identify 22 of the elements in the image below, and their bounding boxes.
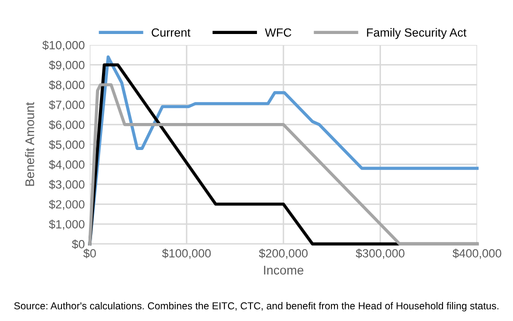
legend-label: WFC bbox=[264, 28, 292, 37]
y-tick-label: $2,000 bbox=[48, 200, 84, 210]
legend-label: Current bbox=[152, 28, 190, 37]
y-tick-label: $5,000 bbox=[48, 140, 84, 150]
y-tick-label: $1,000 bbox=[48, 220, 84, 230]
y-tick-label: $0 bbox=[72, 240, 84, 250]
x-tick-label: $0 bbox=[83, 248, 96, 258]
x-tick-label: $400,000 bbox=[452, 248, 502, 259]
y-tick-label: $9,000 bbox=[48, 60, 84, 71]
x-tick-label: $300,000 bbox=[356, 248, 404, 259]
x-tick-label: $200,000 bbox=[258, 248, 308, 259]
y-tick-label: $10,000 bbox=[42, 40, 84, 51]
y-tick-label: $4,000 bbox=[48, 160, 84, 170]
source-note: Source: Author's calculations. Combines the EITC, CTC, and benefit from the Head of Household filing status. bbox=[14, 302, 498, 312]
y-tick-label: $8,000 bbox=[48, 80, 84, 91]
y-axis-title: Benefit Amount bbox=[25, 102, 34, 186]
x-tick-label: $100,000 bbox=[162, 248, 211, 259]
x-axis-title: Income bbox=[264, 266, 304, 275]
y-tick-label: $3,000 bbox=[48, 180, 84, 190]
legend-label: Family Security Act bbox=[367, 28, 466, 40]
y-tick-label: $7,000 bbox=[48, 100, 84, 110]
y-tick-label: $6,000 bbox=[48, 120, 84, 130]
